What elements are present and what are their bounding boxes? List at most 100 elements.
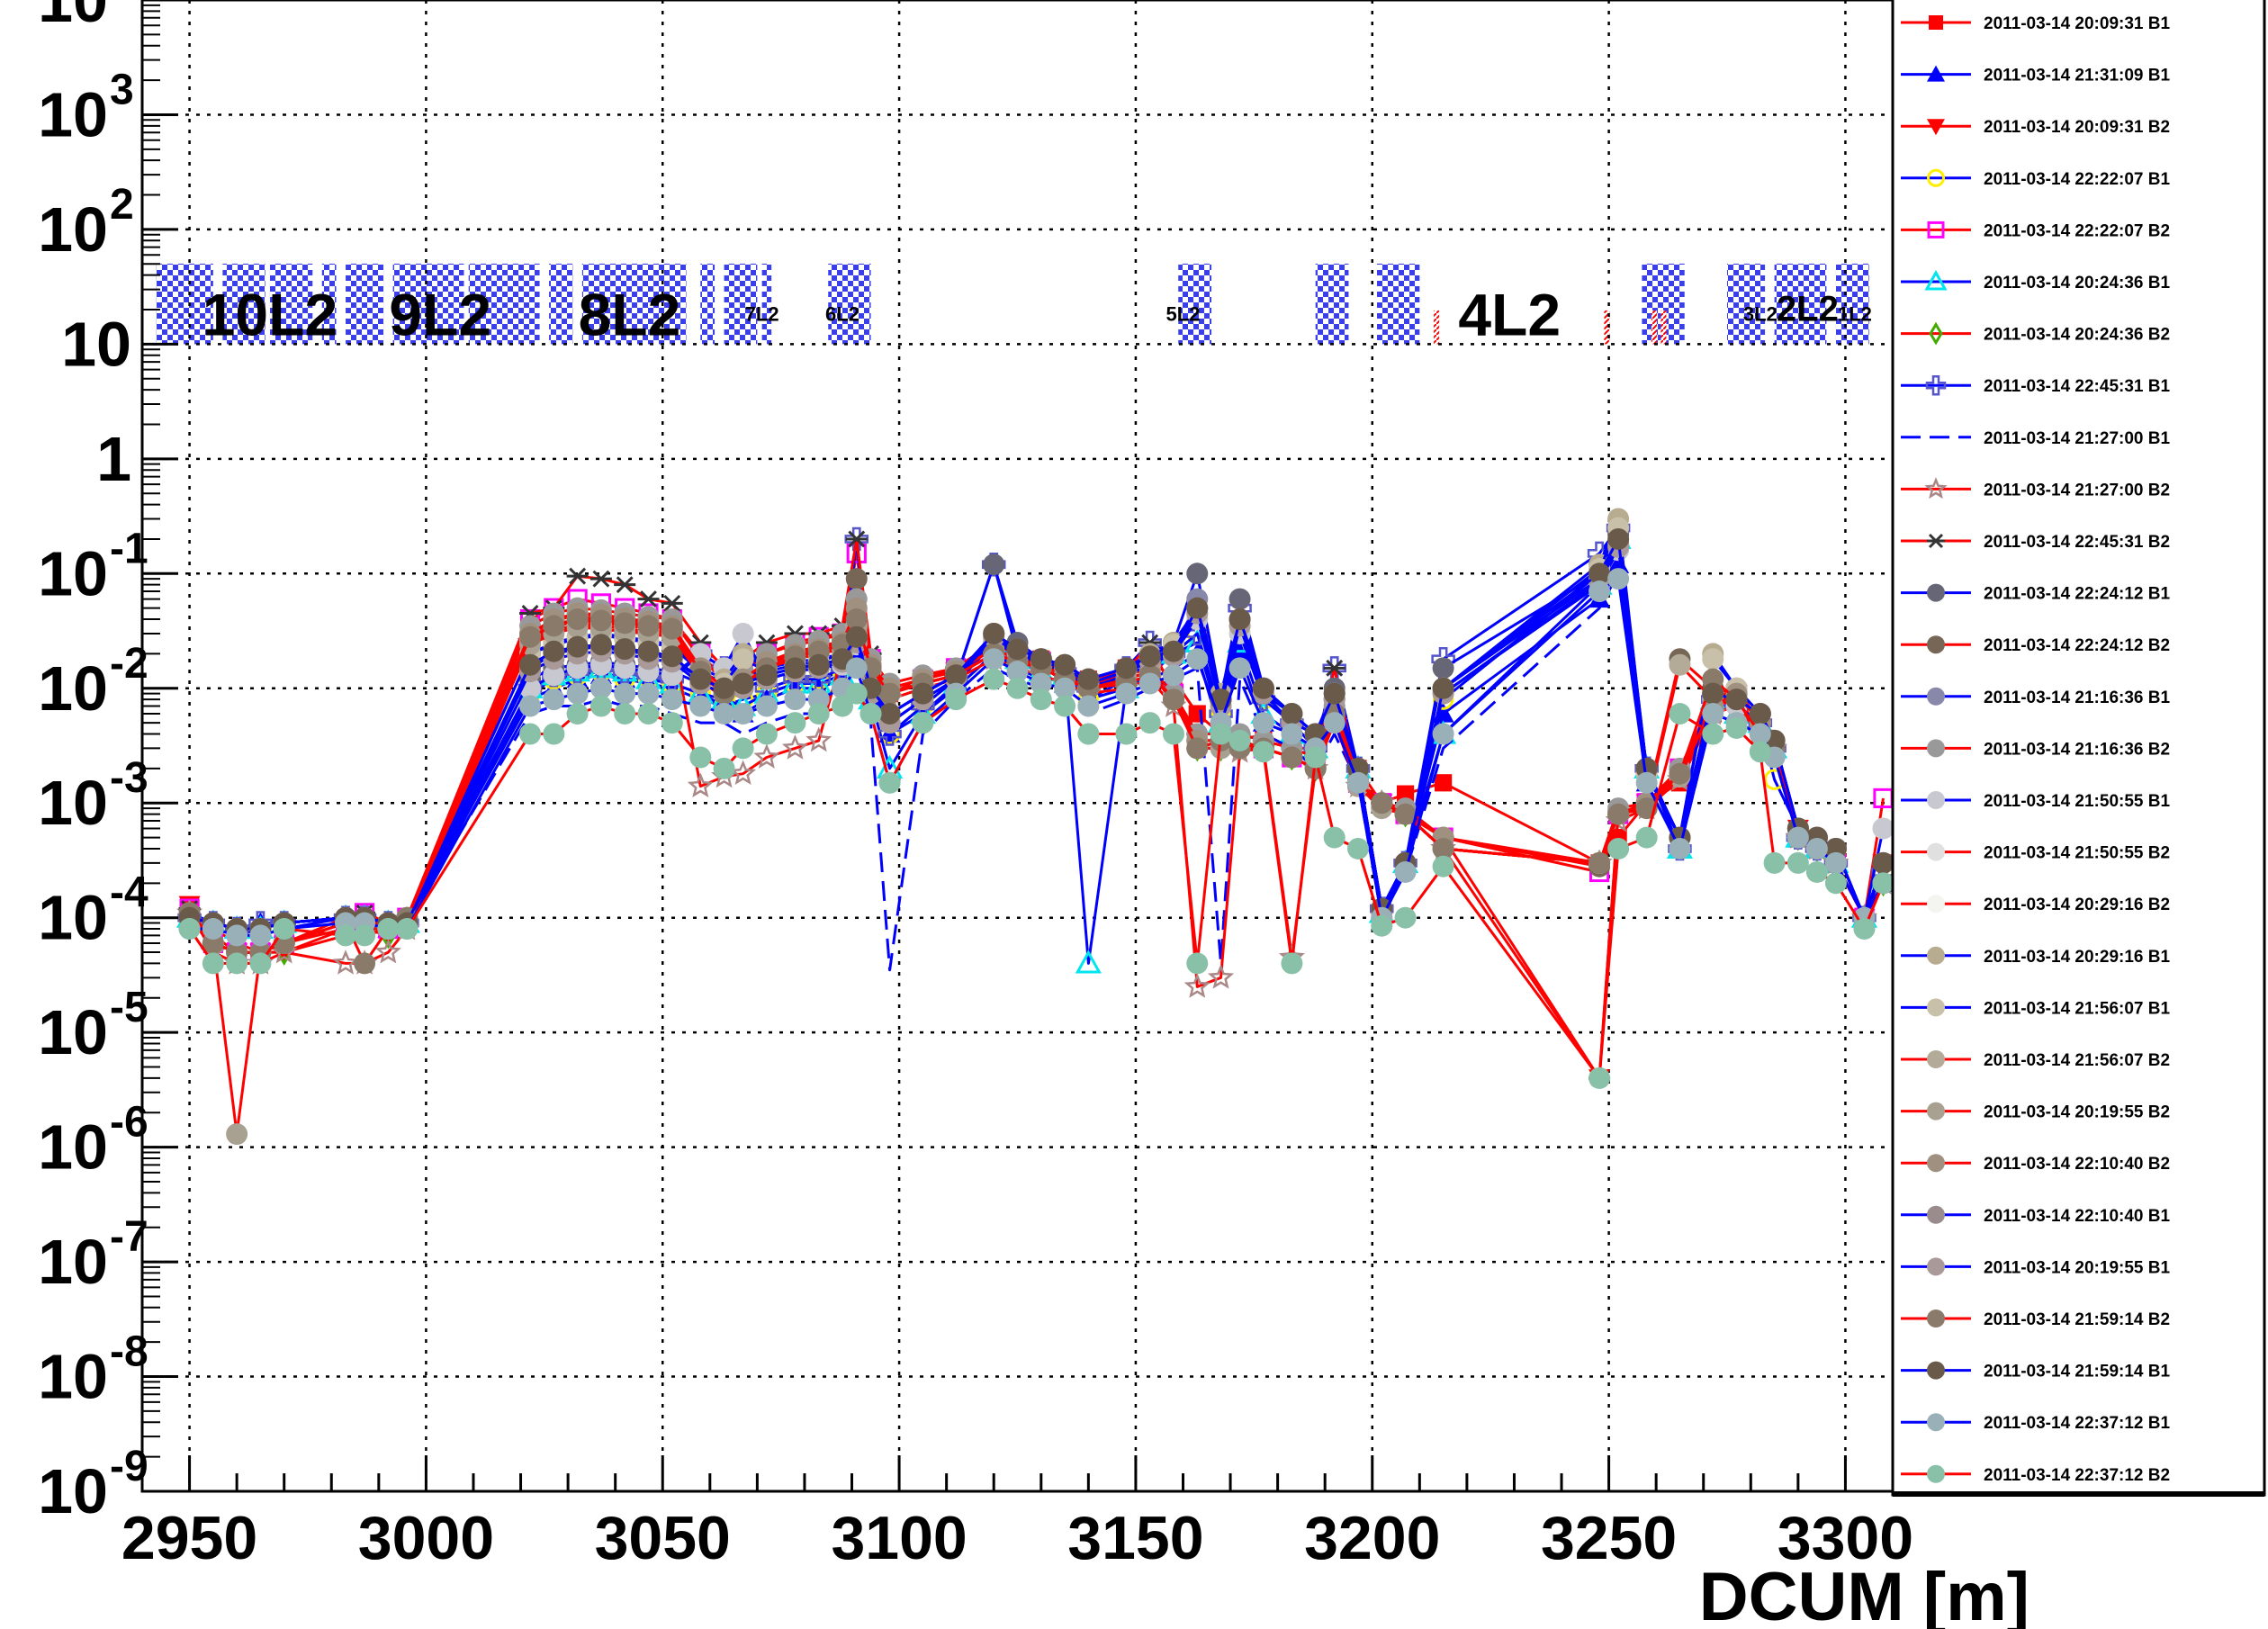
- data-point: [1432, 837, 1454, 860]
- data-point: [1749, 723, 1771, 745]
- legend-label: 2011-03-14 20:29:16 B2: [1984, 896, 2170, 914]
- legend-label: 2011-03-14 21:56:07 B1: [1984, 999, 2170, 1018]
- data-point: [781, 734, 808, 760]
- legend-marker: [1929, 15, 1943, 30]
- legend-item: 2011-03-14 22:24:12 B1: [1901, 583, 2170, 604]
- sector-label: 5L2: [1166, 302, 1201, 325]
- data-point: [755, 723, 778, 745]
- data-point: [249, 924, 272, 947]
- hatched-block: [1434, 310, 1440, 345]
- data-point: [1635, 826, 1658, 849]
- legend-item: 2011-03-14 22:37:12 B1: [1901, 1413, 2170, 1433]
- data-point: [1077, 695, 1100, 717]
- data-point: [983, 622, 1005, 644]
- legend-label: 2011-03-14 21:31:09 B1: [1984, 67, 2170, 86]
- y-tick-label: 10: [38, 1342, 108, 1412]
- legend-label: 2011-03-14 21:56:07 B2: [1984, 1051, 2170, 1070]
- data-point: [1669, 762, 1691, 785]
- data-point: [1763, 851, 1786, 874]
- sector-label: 4L2: [1458, 281, 1561, 347]
- legend-label: 2011-03-14 20:09:31 B1: [1984, 14, 2170, 33]
- data-point: [1588, 580, 1611, 603]
- legend-label: 2011-03-14 20:24:36 B1: [1984, 274, 2170, 292]
- magnet-block: [156, 263, 213, 345]
- data-point: [732, 703, 754, 725]
- legend-marker: [1927, 119, 1945, 136]
- data-point: [845, 682, 868, 705]
- y-tick-label: 10: [38, 538, 108, 608]
- magnet-block: [724, 263, 758, 345]
- x-tick-label: 3000: [358, 1504, 494, 1572]
- data-point: [983, 554, 1005, 576]
- y-tick-label: 10: [38, 653, 108, 724]
- legend-label: 2011-03-14 22:22:07 B2: [1984, 221, 2170, 240]
- data-point: [784, 657, 806, 680]
- data-point: [566, 567, 589, 585]
- legend-marker: [1927, 739, 1945, 758]
- data-point: [1749, 741, 1771, 763]
- data-point: [226, 1123, 248, 1146]
- legend-item: 2011-03-14 21:27:00 B2: [1901, 477, 2170, 500]
- sector-label: 10L2: [202, 281, 338, 347]
- data-point: [755, 695, 778, 717]
- data-point: [543, 615, 565, 637]
- y-tick-exponent: -2: [110, 640, 148, 688]
- data-point: [335, 924, 357, 947]
- data-point: [1872, 872, 1894, 895]
- x-tick-label: 3150: [1067, 1504, 1203, 1572]
- legend-marker: [1927, 1413, 1945, 1432]
- magnet-block: [1774, 263, 1827, 345]
- legend-marker: [1927, 1310, 1945, 1328]
- legend-label: 2011-03-14 20:29:16 B1: [1984, 948, 2170, 967]
- data-point: [590, 634, 612, 656]
- data-point: [543, 688, 565, 711]
- data-point: [732, 737, 754, 760]
- y-tick-exponent: -6: [110, 1099, 148, 1147]
- data-point: [661, 594, 683, 612]
- data-point: [983, 668, 1005, 690]
- data-point: [1162, 688, 1184, 711]
- data-point: [566, 635, 589, 658]
- data-point: [1394, 860, 1417, 883]
- data-point: [1186, 562, 1209, 585]
- data-point: [807, 703, 830, 725]
- data-point: [1588, 1066, 1611, 1089]
- legend-item: 2011-03-14 20:29:16 B1: [1901, 946, 2170, 967]
- data-point: [845, 608, 868, 631]
- data-point: [590, 677, 612, 699]
- data-point: [614, 638, 636, 661]
- legend-label: 2011-03-14 22:45:31 B1: [1984, 377, 2170, 396]
- legend-label: 2011-03-14 20:19:55 B2: [1984, 1103, 2170, 1122]
- legend-item: 2011-03-14 20:24:36 B2: [1901, 321, 2170, 346]
- y-tick-label: 10: [38, 1112, 108, 1183]
- data-point: [202, 952, 224, 975]
- data-point: [1725, 716, 1748, 739]
- sector-label: 8L2: [579, 281, 681, 347]
- data-point: [1115, 682, 1138, 705]
- data-point: [1346, 771, 1369, 794]
- data-point: [1210, 723, 1232, 745]
- legend-label: 2011-03-14 22:24:12 B1: [1984, 585, 2170, 604]
- legend-marker: [1927, 946, 1945, 965]
- y-tick-exponent: -5: [110, 984, 148, 1031]
- x-tick-label: 3200: [1304, 1504, 1440, 1572]
- legend-item: 2011-03-14 20:09:31 B2: [1901, 118, 2170, 137]
- sector-labels: 10L2 9L2 8L2 7L2 6L2 5L2 4L2 3L2 2L2 1L2: [202, 281, 1872, 347]
- data-point: [1824, 872, 1847, 895]
- data-point: [543, 640, 565, 662]
- data-point: [637, 590, 660, 608]
- legend-marker: [1927, 687, 1945, 706]
- legend-label: 2011-03-14 21:27:00 B2: [1984, 481, 2170, 500]
- legend-marker: [1927, 65, 1945, 82]
- legend-item: 2011-03-14 22:10:40 B2: [1901, 1154, 2170, 1174]
- legend-item: 2011-03-14 21:59:14 B2: [1901, 1310, 2170, 1329]
- sector-label: 7L2: [745, 302, 779, 325]
- data-point: [354, 924, 376, 947]
- data-point: [1669, 837, 1691, 860]
- data-point: [1138, 712, 1161, 734]
- series-group: [176, 508, 1897, 1146]
- data-point: [983, 648, 1005, 670]
- legend-item: 2011-03-14 21:16:36 B2: [1901, 739, 2170, 759]
- data-point: [1786, 851, 1809, 874]
- data-point: [1115, 657, 1138, 680]
